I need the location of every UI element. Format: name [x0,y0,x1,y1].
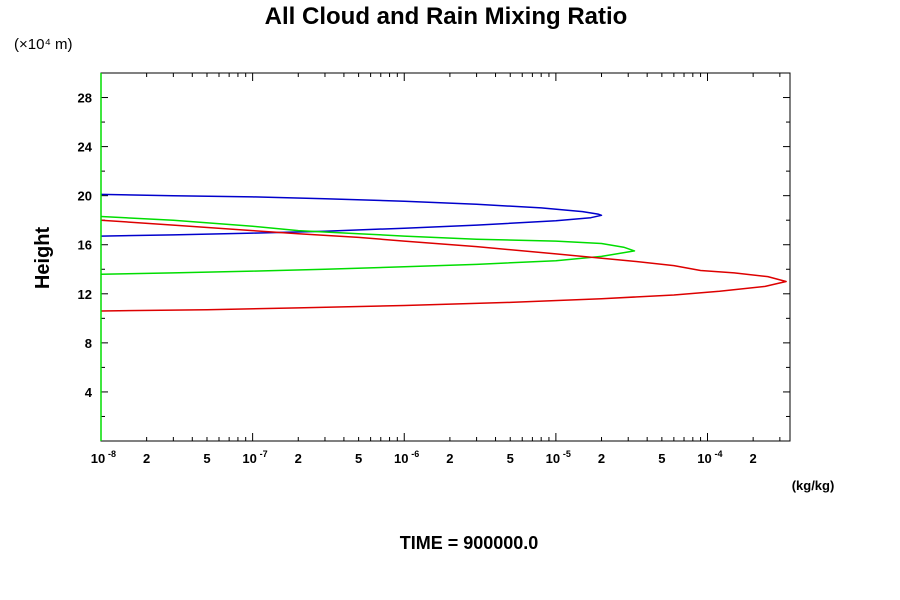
y-tick-label: 16 [78,238,92,253]
x-tick-label: 10 [697,451,711,466]
series-line-2 [100,215,636,275]
x-tick-label: 5 [355,451,362,466]
y-tick-label: 24 [78,140,93,155]
x-tick-exponent: -5 [563,449,571,459]
x-tick-label: 2 [295,451,302,466]
x-tick-exponent: -4 [715,449,723,459]
series-line-3 [100,219,787,312]
x-tick-label: 2 [598,451,605,466]
x-tick-label: 5 [658,451,665,466]
x-tick-exponent: -7 [260,449,268,459]
series-layer [100,73,787,441]
y-tick-label: 28 [78,91,92,106]
axes [100,72,791,442]
chart-title: All Cloud and Rain Mixing Ratio [265,3,628,30]
series-line-1 [100,193,603,237]
y-tick-label: 4 [85,385,93,400]
x-units-label: (kg/kg) [792,478,835,493]
x-tick-label: 2 [446,451,453,466]
x-tick-label: 10 [394,451,408,466]
plot-frame [100,72,791,442]
x-tick-label: 5 [203,451,210,466]
y-tick-label: 8 [85,336,92,351]
y-tick-label: 12 [78,287,92,302]
x-tick-label: 10 [91,451,105,466]
time-label: TIME = 900000.0 [400,533,539,553]
x-tick-label: 10 [242,451,256,466]
x-tick-label: 10 [546,451,560,466]
y-axis-label: Height [32,227,54,290]
x-tick-label: 2 [143,451,150,466]
x-tick-label: 2 [750,451,757,466]
x-tick-exponent: -6 [411,449,419,459]
y-tick-label: 20 [78,189,92,204]
x-tick-exponent: -8 [108,449,116,459]
x-tick-label: 5 [507,451,514,466]
y-unit-label: (×10⁴ m) [14,36,73,53]
